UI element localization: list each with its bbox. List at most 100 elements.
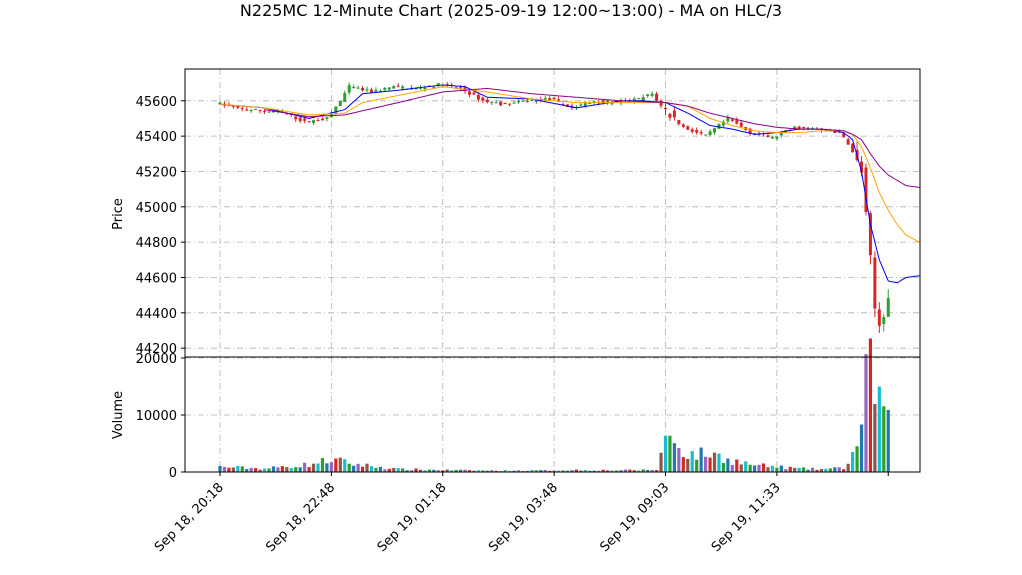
x-tick-label: Sep 19, 03:48 [486, 480, 561, 555]
candle-body [606, 100, 610, 104]
volume-bar [356, 463, 360, 472]
candle-body [508, 103, 512, 105]
volume-bar [240, 466, 244, 472]
candle-body [668, 113, 672, 118]
volume-bar [285, 467, 289, 472]
candle-body [236, 106, 240, 108]
volume-bar [405, 470, 409, 472]
volume-bar [610, 470, 614, 472]
candle-body [588, 102, 592, 104]
volume-bar [565, 470, 570, 472]
volume-bar [699, 447, 703, 472]
candle-body [748, 128, 752, 134]
candle-body [735, 120, 739, 124]
volume-bars [218, 338, 890, 472]
candle-body [485, 99, 489, 103]
candle-body [521, 100, 525, 102]
candle-body [753, 133, 757, 135]
price-y-axis: 44200 44400 44600 44800 45000 45200 45400 45600 [136, 95, 185, 357]
volume-bar [271, 466, 276, 472]
volume-bar [427, 469, 431, 472]
volume-bar [338, 457, 342, 472]
candle-body [303, 118, 307, 121]
volume-bar [316, 463, 320, 472]
price-tick-label: 45000 [136, 201, 177, 216]
volume-bar [654, 470, 659, 472]
volume-bar [623, 469, 628, 472]
candle-body [730, 119, 734, 121]
volume-bar [245, 469, 249, 472]
candle-body [882, 317, 886, 325]
volume-bar [548, 470, 552, 472]
candle-body [267, 111, 271, 113]
volume-bar [686, 458, 690, 472]
volume-bar [552, 470, 556, 472]
volume-bar [690, 451, 694, 472]
volume-bar [646, 469, 650, 472]
volume-bar [882, 406, 886, 472]
volume-bar [650, 469, 654, 472]
volume-bar [543, 469, 547, 472]
candle-body [401, 86, 405, 89]
volume-bar [280, 466, 284, 472]
volume-bar [775, 467, 779, 472]
volume-bar [672, 443, 677, 472]
candle-body [423, 87, 427, 90]
candle-body [708, 131, 712, 136]
price-tick-label: 44200 [136, 342, 177, 357]
volume-bar [227, 467, 231, 472]
volume-bar [784, 469, 788, 472]
candle-body [356, 87, 360, 89]
candle-body [860, 161, 864, 173]
candle-body [494, 102, 498, 104]
volume-bar [824, 468, 828, 472]
moving-average-lines [219, 84, 920, 284]
volume-bar [409, 470, 414, 472]
volume-bar [236, 466, 240, 472]
volume-bar [793, 467, 797, 472]
candle-body [503, 103, 507, 105]
candle-body [664, 108, 667, 110]
volume-bar [401, 468, 405, 472]
volume-bar [325, 463, 329, 472]
volume-bar [744, 461, 748, 472]
volume-bar [276, 467, 280, 472]
volume-bar [797, 467, 801, 472]
volume-bar [481, 470, 485, 472]
candle-body [534, 99, 538, 102]
volume-bar [311, 463, 316, 472]
price-tick-label: 45600 [136, 95, 177, 110]
candle-body [383, 87, 387, 90]
candle-body [338, 100, 342, 107]
volume-bar [721, 463, 726, 472]
volume-bar [828, 468, 832, 472]
volume-bar [463, 469, 467, 472]
volume-bar [703, 456, 708, 472]
volume-bar [601, 469, 605, 472]
volume-bar [570, 470, 574, 472]
candle-body [864, 167, 868, 212]
volume-axis-label: Volume [111, 391, 126, 439]
candle-body [516, 100, 520, 103]
volume-bar [512, 470, 516, 472]
candle-body [387, 87, 391, 90]
volume-bar [663, 435, 668, 472]
volume-bar [583, 469, 587, 472]
candle-body [343, 93, 347, 102]
price-tick-label: 44800 [136, 236, 177, 251]
volume-bar [592, 470, 596, 472]
candle-body [392, 86, 396, 89]
candle-body [231, 105, 235, 107]
candle-body [365, 89, 369, 91]
x-tick-label: Sep 18, 20:18 [152, 480, 227, 555]
volume-bar [695, 459, 699, 472]
candle-body [806, 127, 810, 129]
volume-bar [458, 469, 463, 472]
volume-bar [833, 467, 837, 472]
candle-body [868, 213, 872, 256]
volume-bar [383, 469, 387, 472]
volume-bar [588, 470, 592, 472]
volume-bar [810, 467, 815, 472]
volume-bar [441, 470, 445, 472]
candle-body [378, 90, 382, 92]
